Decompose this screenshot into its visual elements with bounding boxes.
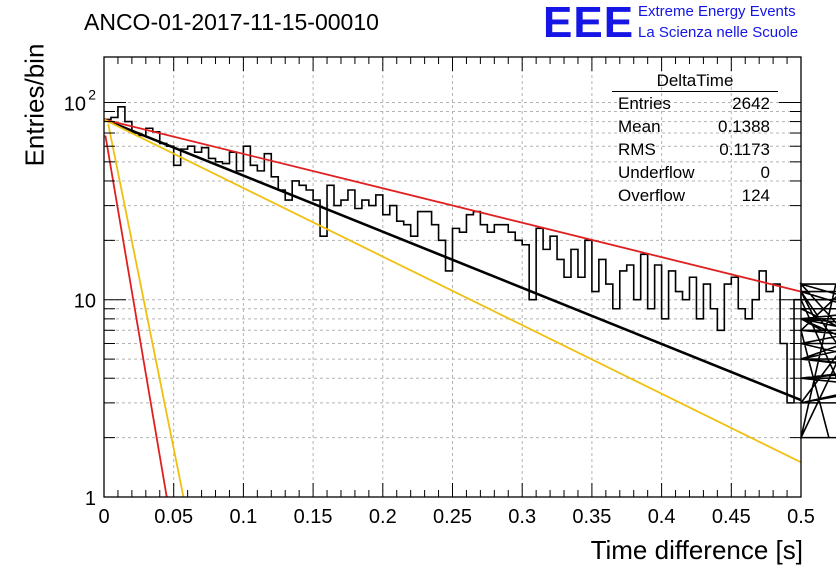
- fit-line-1: [103, 118, 802, 293]
- eee-logo: EEE: [543, 0, 635, 47]
- y-tick-label: 1: [85, 488, 96, 510]
- stats-value: 2642: [732, 94, 770, 113]
- fit-line-2: [103, 118, 802, 464]
- logo-line-1: Extreme Energy Events: [638, 3, 796, 20]
- fit-line-0: [103, 118, 802, 402]
- x-tick-label: 0.2: [369, 506, 397, 528]
- x-tick-label: 0.35: [572, 506, 611, 528]
- x-tick-label: 0.05: [154, 506, 193, 528]
- stats-row-entries: Entries 2642: [612, 92, 778, 115]
- logo-line-2: La Scienza nelle Scuole: [638, 24, 799, 41]
- stats-row-rms: RMS 0.1173: [612, 138, 778, 161]
- x-tick-label: 0.5: [787, 506, 815, 528]
- stats-label: RMS: [618, 140, 656, 159]
- y-tick-exponent: 2: [88, 86, 96, 102]
- stats-row-mean: Mean 0.1388: [612, 115, 778, 138]
- y-tick-label: 10: [74, 291, 96, 313]
- stats-label: Mean: [618, 117, 661, 136]
- x-tick-label: 0.45: [712, 506, 751, 528]
- x-axis-label: Time difference [s]: [590, 535, 803, 565]
- axis-ticks: 0 0.05 0.1 0.15 0.2 0.25 0.3 0.35 0.4 0.45 0.5 1 10 1…: [64, 57, 815, 528]
- stats-row-underflow: Underflow 0: [612, 161, 778, 184]
- stats-title: DeltaTime: [612, 70, 778, 92]
- x-tick-label: 0.15: [294, 506, 333, 528]
- stats-row-overflow: Overflow 124: [612, 184, 778, 207]
- stats-label: Entries: [618, 94, 671, 113]
- fit-line-3: [104, 135, 168, 498]
- stats-label: Overflow: [618, 186, 686, 205]
- x-tick-label: 0.1: [229, 506, 257, 528]
- stats-value: 0.1173: [719, 140, 770, 159]
- stats-label: Underflow: [618, 163, 695, 182]
- x-tick-label: 0.25: [433, 506, 472, 528]
- stats-value: 0: [760, 163, 770, 182]
- x-tick-label: 0.3: [508, 506, 536, 528]
- stats-box: DeltaTime Entries 2642 Mean 0.1388 RMS 0…: [612, 70, 778, 207]
- x-tick-label: 0: [98, 506, 109, 528]
- y-axis-label: Entries/bin: [19, 43, 50, 167]
- stats-value: 0.1388: [718, 117, 770, 136]
- y-tick-label: 10: [64, 93, 86, 115]
- histogram-steps: [104, 106, 836, 439]
- chart-series: [103, 106, 836, 498]
- x-tick-label: 0.4: [648, 506, 676, 528]
- plot-title: ANCO-01-2017-11-15-00010: [84, 9, 379, 35]
- stats-value: 124: [741, 186, 770, 205]
- fit-line-4: [107, 123, 185, 498]
